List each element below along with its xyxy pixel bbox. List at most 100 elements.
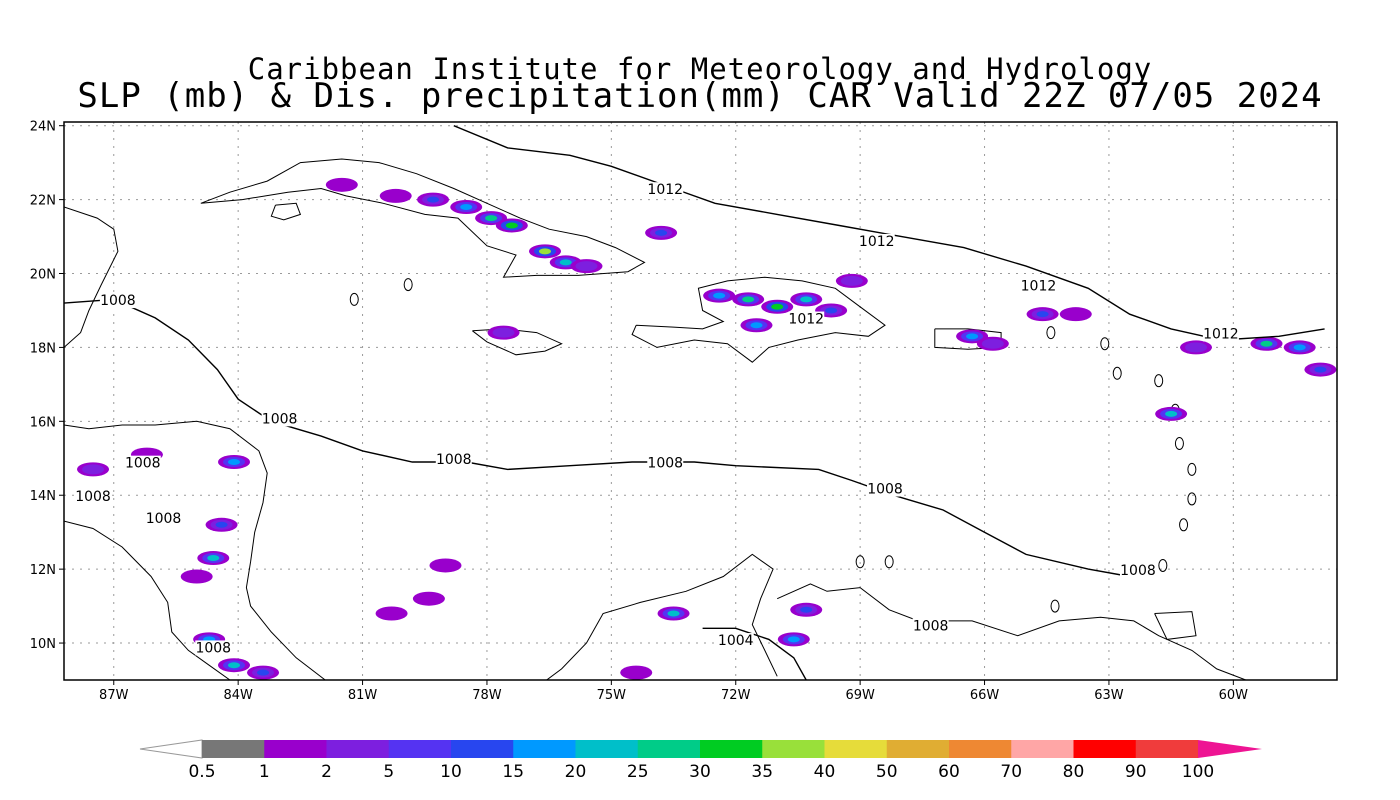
colorbar-label: 60 xyxy=(938,762,960,782)
isobar-label-bg xyxy=(1020,278,1057,294)
precip-cell-core xyxy=(1165,410,1178,417)
lon-tick-label: 63W xyxy=(1094,688,1124,703)
precip-cell-core xyxy=(1293,344,1306,351)
precip-cell-core xyxy=(713,292,726,299)
precip-cell-core xyxy=(257,669,270,676)
colorbar-label: 30 xyxy=(689,762,711,782)
map-plot-area xyxy=(64,122,1337,680)
colorbar-high-triangle xyxy=(1198,740,1262,758)
precip-cell-outer xyxy=(180,569,213,584)
colorbar-bin xyxy=(1073,740,1137,758)
small-island xyxy=(1154,374,1164,388)
map-frame xyxy=(63,121,1338,681)
lon-tick-label: 78W xyxy=(472,688,502,703)
precip-cell-mid xyxy=(1185,342,1208,353)
isobar-1008 xyxy=(64,298,1130,578)
precip-cell-mid xyxy=(981,338,1004,349)
precip-cell-core xyxy=(800,606,813,613)
isobar-label-bg xyxy=(124,455,161,471)
isobar-label-bg xyxy=(867,481,904,497)
small-island xyxy=(1174,436,1184,450)
precip-cell-outer xyxy=(325,177,358,192)
precip-cell-outer xyxy=(412,591,445,606)
colorbar-bin xyxy=(575,740,639,758)
isobar-label-bg xyxy=(1202,326,1239,342)
colorbar-bin xyxy=(700,740,763,758)
lon-tick-label: 75W xyxy=(597,688,627,703)
isobar-label: 1008 xyxy=(867,482,903,498)
lat-tick-label: 12N xyxy=(30,563,56,578)
small-island xyxy=(884,555,894,569)
isobar-label: 1012 xyxy=(647,182,683,198)
central-america-coast xyxy=(64,206,119,348)
hispaniola xyxy=(631,276,886,363)
small-island xyxy=(1187,492,1197,506)
colorbar-bin xyxy=(637,740,701,758)
isobar-label-bg xyxy=(912,618,949,634)
precip-cell-core xyxy=(1260,340,1273,347)
colorbar-low-triangle xyxy=(139,739,203,759)
isobar-1012 xyxy=(453,125,1325,341)
isobar-label: 1012 xyxy=(788,312,824,328)
small-island xyxy=(855,555,865,569)
isobar-label: 1004 xyxy=(718,633,754,649)
precip-cell-core xyxy=(771,303,784,310)
colorbar-label: 80 xyxy=(1063,762,1085,782)
graticule xyxy=(64,122,1337,680)
header-line-2: SLP (mb) & Dis. precipitation(mm) CAR Va… xyxy=(77,76,1323,116)
precip-cell-core xyxy=(559,259,572,266)
lon-tick-label: 60W xyxy=(1219,688,1249,703)
isobar-label: 1012 xyxy=(1021,278,1057,294)
precip-cell-mid xyxy=(82,464,105,475)
cuba xyxy=(200,158,646,278)
colorbar-label: 15 xyxy=(502,762,524,782)
south-america-coast xyxy=(545,553,778,680)
venezuela-coast xyxy=(776,583,1246,680)
colorbar-bin xyxy=(762,740,825,758)
small-island xyxy=(1050,599,1060,613)
colorbar-label: 50 xyxy=(876,762,898,782)
colorbar-label: 10 xyxy=(440,762,462,782)
colorbar-bin xyxy=(1011,740,1074,758)
lat-tick-label: 10N xyxy=(30,637,56,652)
isobar-label-bg xyxy=(261,411,298,427)
isobar-label-bg xyxy=(75,488,112,504)
trinidad xyxy=(1154,611,1197,640)
precip-cell-core xyxy=(750,322,763,329)
small-island xyxy=(1179,518,1189,532)
colorbar-label: 20 xyxy=(565,762,587,782)
isobar-label-bg xyxy=(788,311,825,327)
precip-cell-core xyxy=(460,203,473,210)
isobar-label-bg xyxy=(647,182,684,198)
colorbar-bin xyxy=(451,740,514,758)
colorbar-label: 35 xyxy=(751,762,773,782)
isobar-label-bg xyxy=(195,640,232,656)
precip-cell-core xyxy=(1036,311,1049,318)
colorbar-bin xyxy=(886,740,950,758)
precipitation-layer xyxy=(77,177,1337,680)
colorbar-label: 5 xyxy=(383,762,394,782)
small-island xyxy=(1100,337,1110,351)
isobar-label-bg xyxy=(145,511,182,527)
colorbar-bin xyxy=(326,740,390,758)
colorbar-label: 1 xyxy=(259,762,270,782)
small-island xyxy=(1112,366,1122,380)
lat-tick-label: 20N xyxy=(30,268,56,283)
precip-cell-core xyxy=(655,229,668,236)
lat-tick-label: 14N xyxy=(30,489,56,504)
colorbar-label: 2 xyxy=(321,762,332,782)
lon-tick-label: 66W xyxy=(970,688,1000,703)
precip-cell-core xyxy=(228,458,241,465)
lat-tick-label: 24N xyxy=(30,120,56,135)
isobar-label: 1012 xyxy=(859,234,895,250)
precip-cell-mid xyxy=(492,327,515,338)
precip-cell-core xyxy=(1314,366,1327,373)
precip-cell-core xyxy=(966,333,979,340)
precip-cell-outer xyxy=(379,188,412,203)
small-island xyxy=(1046,326,1056,340)
isobar-label: 1008 xyxy=(125,456,161,472)
isobar-label: 1008 xyxy=(195,640,231,656)
honduras-nicaragua-coast xyxy=(64,420,326,680)
isobar-label: 1008 xyxy=(100,293,136,309)
precip-cell-mid xyxy=(575,261,598,272)
